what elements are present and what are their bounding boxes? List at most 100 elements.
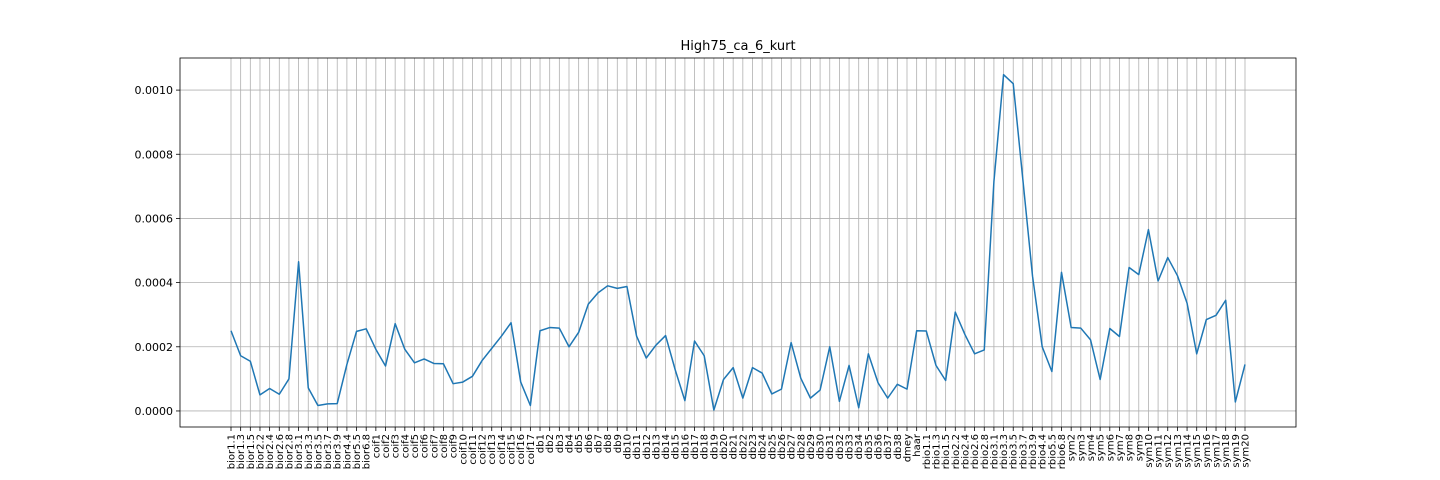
x-tick-label: sym12	[1163, 434, 1174, 468]
x-tick-label: bior2.6	[275, 434, 286, 469]
x-tick-label: db36	[874, 434, 885, 459]
x-tick-label: db24	[758, 434, 769, 459]
x-tick-label: sym16	[1202, 434, 1213, 468]
x-tick-label: bior2.2	[255, 434, 266, 469]
x-tick-label: bior4.4	[342, 434, 353, 469]
x-tick-label: db20	[719, 434, 730, 459]
x-tick-label: bior6.8	[362, 434, 373, 469]
x-tick-label: bior3.7	[323, 434, 334, 469]
x-tick-label: rbio2.6	[970, 434, 981, 469]
x-tick-label: sym9	[1134, 434, 1145, 461]
y-tick-label: 0.0002	[135, 341, 174, 354]
x-tick-label: db4	[565, 434, 576, 453]
x-tick-label: sym4	[1086, 434, 1097, 461]
x-tick-label: db37	[883, 434, 894, 459]
series-line	[230, 73, 1246, 411]
x-tick-label: dmey	[903, 434, 914, 462]
x-tick-label: coif3	[391, 434, 402, 458]
x-tick-label: coif16	[516, 434, 527, 465]
x-tick-label: db33	[845, 434, 856, 459]
x-tick-label: rbio3.7	[1018, 434, 1029, 469]
x-tick-label: db32	[835, 434, 846, 459]
x-tick-label: db5	[574, 434, 585, 453]
x-tick-label: db3	[555, 434, 566, 453]
x-axis: bior1.1bior1.3bior1.5bior2.2bior2.4bior2…	[227, 427, 1252, 469]
x-tick-label: coif4	[400, 434, 411, 458]
x-tick-label: db35	[864, 434, 875, 459]
x-tick-label: db30	[816, 434, 827, 459]
y-tick-label: 0.0006	[135, 212, 174, 225]
x-gridlines	[230, 58, 1246, 427]
x-tick-label: bior1.3	[236, 434, 247, 469]
x-tick-label: db38	[893, 434, 904, 459]
x-tick-label: coif14	[497, 434, 508, 465]
y-tick-label: 0.0004	[135, 277, 174, 290]
x-tick-label: db29	[806, 434, 817, 459]
x-tick-label: sym10	[1144, 434, 1155, 468]
x-tick-label: coif7	[429, 434, 440, 458]
x-tick-label: bior2.4	[265, 434, 276, 469]
x-tick-label: sym20	[1241, 434, 1252, 468]
y-tick-label: 0.0010	[135, 84, 174, 97]
x-tick-label: db26	[777, 434, 788, 459]
x-tick-label: sym6	[1105, 434, 1116, 461]
x-tick-label: sym11	[1154, 434, 1165, 468]
x-tick-label: db12	[642, 434, 653, 459]
x-tick-label: bior3.9	[333, 434, 344, 469]
x-tick-label: db18	[700, 434, 711, 459]
x-tick-label: sym17	[1212, 434, 1223, 468]
plot-area-frame	[179, 57, 1297, 428]
x-tick-label: db7	[593, 434, 604, 453]
x-tick-label: bior1.1	[227, 434, 238, 469]
x-tick-label: sym8	[1125, 434, 1136, 461]
x-tick-label: rbio1.5	[941, 434, 952, 469]
y-axis: 0.0000 0.0002 0.0004 0.0006 0.0008 0.0010	[135, 84, 180, 418]
x-tick-label: db2	[545, 434, 556, 453]
x-tick-label: coif5	[410, 434, 421, 458]
x-tick-label: rbio5.5	[1047, 434, 1058, 469]
x-tick-label: db23	[748, 434, 759, 459]
x-tick-label: sym19	[1231, 434, 1242, 468]
x-tick-label: rbio3.5	[1009, 434, 1020, 469]
x-tick-label: coif10	[458, 434, 469, 465]
x-tick-label: bior3.3	[304, 434, 315, 469]
x-tick-label: db10	[622, 434, 633, 459]
x-tick-label: coif6	[420, 434, 431, 458]
x-tick-label: db21	[729, 434, 740, 459]
y-tick-label: 0.0000	[135, 405, 174, 418]
x-tick-label: db16	[680, 434, 691, 459]
x-tick-label: bior2.8	[284, 434, 295, 469]
x-tick-label: rbio4.4	[1038, 434, 1049, 469]
x-tick-label: rbio2.4	[960, 434, 971, 469]
x-tick-label: sym7	[1115, 434, 1126, 461]
x-tick-label: db31	[825, 434, 836, 459]
x-tick-label: db9	[613, 434, 624, 453]
x-tick-label: db17	[690, 434, 701, 459]
x-tick-label: bior1.5	[246, 434, 257, 469]
x-tick-label: rbio2.8	[980, 434, 991, 469]
x-tick-label: coif9	[449, 434, 460, 458]
x-tick-label: rbio3.3	[999, 434, 1010, 469]
x-tick-label: coif11	[468, 434, 479, 465]
x-tick-label: db22	[738, 434, 749, 459]
x-tick-label: rbio3.9	[1028, 434, 1039, 469]
chart-title: High75_ca_6_kurt	[680, 39, 795, 54]
x-tick-label: sym3	[1076, 434, 1087, 461]
x-tick-label: bior5.5	[352, 434, 363, 469]
x-tick-label: db28	[796, 434, 807, 459]
x-tick-label: sym13	[1173, 434, 1184, 468]
x-tick-label: db15	[671, 434, 682, 459]
x-tick-label: db14	[661, 434, 672, 459]
x-tick-label: bior3.1	[294, 434, 305, 469]
x-tick-label: db27	[787, 434, 798, 459]
x-tick-label: haar	[912, 433, 923, 457]
x-tick-label: db6	[584, 434, 595, 453]
x-tick-label: sym14	[1183, 434, 1194, 468]
x-tick-label: sym15	[1192, 434, 1203, 468]
x-tick-label: db13	[651, 434, 662, 459]
x-tick-label: coif15	[507, 434, 518, 465]
x-tick-label: sym5	[1096, 434, 1107, 461]
x-tick-label: db1	[536, 434, 547, 453]
x-tick-label: coif13	[487, 434, 498, 465]
